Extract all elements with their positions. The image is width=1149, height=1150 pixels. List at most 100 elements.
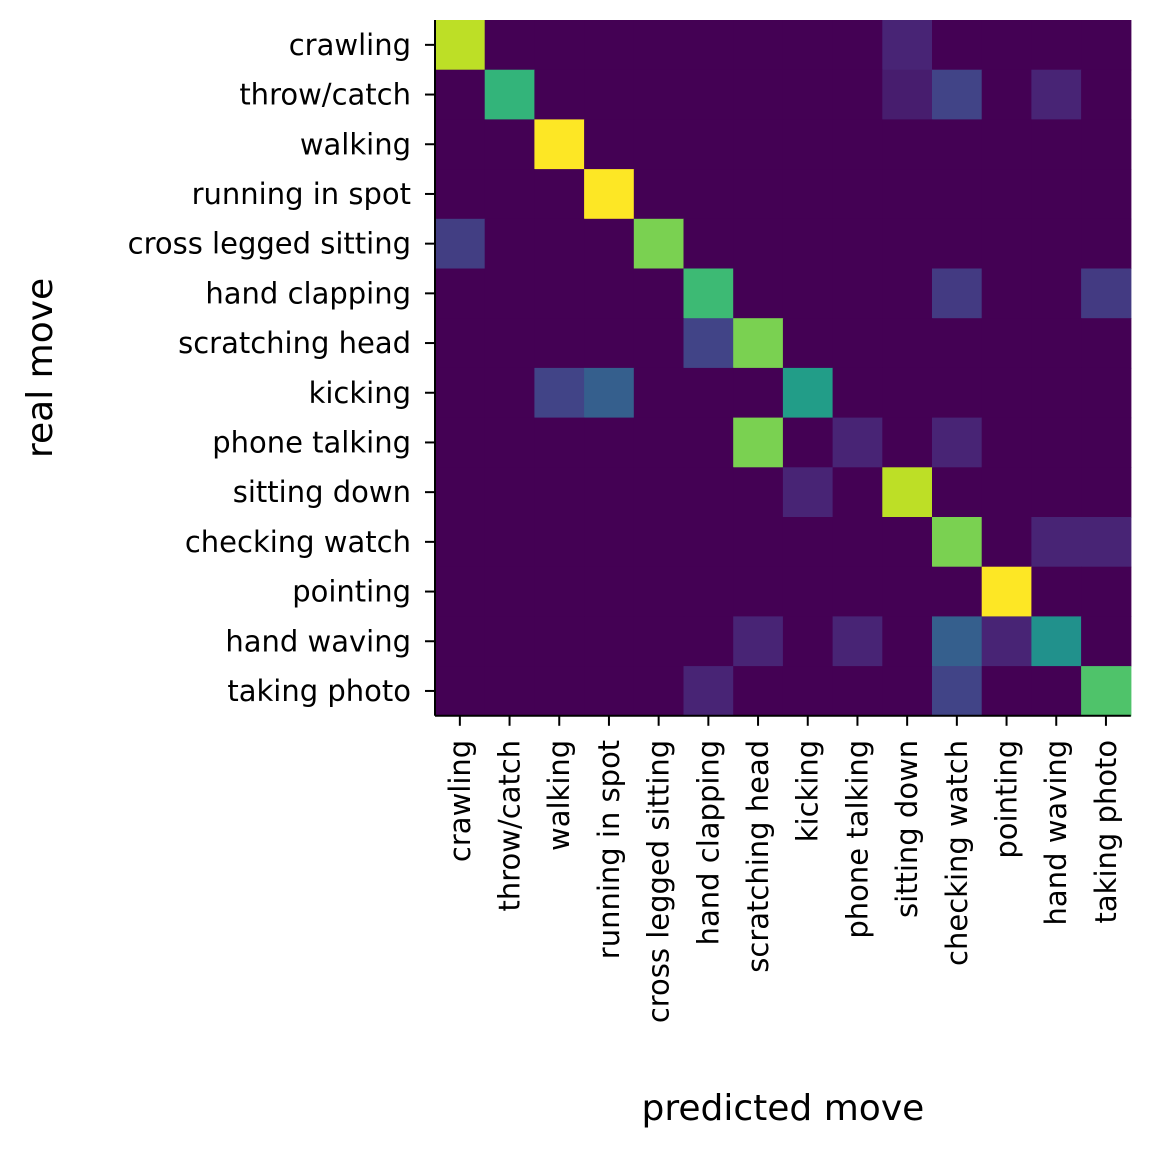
heatmap-cell: [534, 218, 585, 270]
heatmap-cell: [1031, 268, 1082, 319]
heatmap-cell: [633, 666, 685, 717]
heatmap-cell: [534, 69, 585, 120]
heatmap-cell: [633, 119, 685, 170]
heatmap-cell: [534, 616, 585, 667]
x-tick-label: phone talking: [840, 740, 874, 939]
heatmap-cell: [733, 367, 784, 419]
heatmap-cell: [932, 20, 983, 71]
heatmap-cell: [932, 218, 983, 270]
heatmap-cell: [534, 417, 585, 468]
heatmap-cell: [1081, 20, 1132, 71]
heatmap-cell: [1031, 169, 1082, 220]
heatmap-cell: [932, 566, 983, 617]
heatmap-cell: [1031, 69, 1082, 120]
heatmap-cell: [1081, 566, 1132, 617]
heatmap-cell: [733, 119, 784, 170]
heatmap-cell: [782, 666, 834, 717]
heatmap-cell: [584, 417, 635, 468]
x-tick-label: walking: [542, 740, 576, 851]
heatmap-cell: [683, 467, 734, 518]
heatmap-cell: [683, 616, 734, 667]
heatmap-cell: [683, 318, 734, 369]
x-axis-ticks: crawling throw/catch walking running in spo…: [443, 715, 1123, 1023]
heatmap-cell: [435, 20, 486, 71]
heatmap-cell: [683, 119, 734, 170]
heatmap-cell: [484, 616, 535, 667]
heatmap-cell: [1031, 367, 1082, 419]
heatmap-cell: [584, 666, 635, 717]
heatmap-cell: [882, 20, 933, 71]
y-tick-label: running in spot: [192, 177, 411, 211]
x-tick-label: cross legged sitting: [642, 740, 676, 1023]
heatmap-cell: [1031, 566, 1082, 617]
heatmap-cell: [1031, 666, 1082, 717]
heatmap-cell: [484, 169, 535, 220]
heatmap-cell: [733, 666, 784, 717]
heatmap-cell: [484, 517, 535, 568]
heatmap-cell: [733, 268, 784, 319]
x-tick-label: running in spot: [592, 740, 626, 959]
y-tick-label: phone talking: [212, 425, 411, 459]
heatmap-cell: [683, 69, 734, 120]
y-tick-label: cross legged sitting: [128, 227, 411, 261]
heatmap-cell: [633, 616, 685, 667]
heatmap-cell: [633, 318, 685, 369]
heatmap-cell: [832, 367, 883, 419]
y-tick-label: hand clapping: [205, 276, 411, 310]
heatmap-cell: [1081, 517, 1132, 568]
heatmap-cell: [584, 318, 635, 369]
y-tick-label: hand waving: [225, 624, 411, 658]
heatmap-cell: [633, 218, 685, 270]
heatmap-cell: [683, 666, 734, 717]
heatmap-cell: [782, 119, 834, 170]
heatmap-cell: [782, 268, 834, 319]
heatmap-cell: [683, 566, 734, 617]
heatmap-cell: [981, 268, 1032, 319]
heatmap-cell: [882, 169, 933, 220]
heatmap-cell: [981, 467, 1032, 518]
heatmap-cell: [534, 318, 585, 369]
heatmap-cell: [484, 268, 535, 319]
heatmap-cell: [832, 417, 883, 468]
heatmap-cell: [1031, 467, 1082, 518]
heatmap-cell: [981, 218, 1032, 270]
heatmap-cell: [882, 69, 933, 120]
heatmap-cell: [882, 666, 933, 717]
heatmap-cell: [633, 566, 685, 617]
heatmap-cell: [683, 218, 734, 270]
heatmap-cell: [782, 566, 834, 617]
heatmap-cell: [932, 616, 983, 667]
heatmap-cell: [733, 318, 784, 369]
heatmap-cell: [1031, 417, 1082, 468]
heatmap-cell: [882, 268, 933, 319]
heatmap-cell: [683, 169, 734, 220]
x-tick-label: taking photo: [1089, 740, 1123, 924]
heatmap-cell: [832, 566, 883, 617]
heatmap-cell: [1081, 318, 1132, 369]
heatmap-cell: [932, 467, 983, 518]
y-tick-label: pointing: [292, 575, 411, 609]
heatmap-cell: [1081, 367, 1132, 419]
heatmap-cell: [932, 318, 983, 369]
heatmap-cell: [484, 20, 535, 71]
heatmap-cell: [584, 616, 635, 667]
heatmap-cell: [584, 467, 635, 518]
heatmap-cell: [733, 566, 784, 617]
heatmap-cell: [782, 616, 834, 667]
heatmap-cell: [733, 417, 784, 468]
heatmap-cell: [435, 566, 486, 617]
heatmap-cell: [633, 69, 685, 120]
heatmap-cell: [584, 367, 635, 419]
heatmap-cell: [981, 666, 1032, 717]
heatmap-cell: [435, 616, 486, 667]
heatmap-cell: [882, 417, 933, 468]
x-axis-label: predicted move: [642, 1088, 925, 1129]
x-tick-label: throw/catch: [493, 740, 527, 912]
heatmap-cell: [733, 616, 784, 667]
heatmap-cell: [932, 169, 983, 220]
y-tick-label: kicking: [309, 376, 411, 410]
heatmap-cell: [435, 119, 486, 170]
heatmap-cell: [832, 119, 883, 170]
heatmap-cell: [981, 318, 1032, 369]
heatmap-cell: [484, 467, 535, 518]
